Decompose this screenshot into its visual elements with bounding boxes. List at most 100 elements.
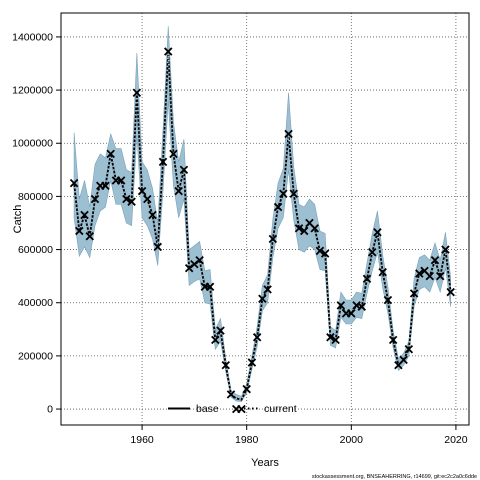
observed-point bbox=[273, 202, 283, 212]
observed-point-stroke bbox=[279, 189, 288, 198]
observed-point-stroke bbox=[174, 186, 183, 196]
observed-point-stroke bbox=[116, 176, 126, 185]
confidence-band-area bbox=[73, 26, 451, 402]
observed-point-stroke bbox=[80, 210, 89, 220]
observed-point-stroke bbox=[252, 333, 262, 342]
observed-point-stroke bbox=[137, 186, 147, 196]
observed-point-stroke bbox=[425, 271, 435, 281]
observed-point-stroke bbox=[284, 129, 293, 139]
observed-point-stroke bbox=[106, 149, 115, 159]
observed-point-stroke bbox=[169, 149, 178, 159]
observed-point-stroke bbox=[446, 287, 455, 297]
observed-point-stroke bbox=[216, 326, 225, 335]
observed-point-stroke bbox=[305, 218, 314, 228]
observed-point bbox=[409, 289, 419, 298]
observed-point bbox=[315, 246, 325, 256]
observed-point-stroke bbox=[399, 355, 408, 365]
observed-point bbox=[441, 245, 450, 254]
observed-point bbox=[294, 224, 304, 233]
observed-point-stroke bbox=[179, 165, 189, 175]
observed-point-stroke bbox=[420, 266, 429, 276]
x-tick-label: 2020 bbox=[444, 434, 468, 446]
x-axis-title: Years bbox=[251, 457, 279, 469]
observed-point-stroke bbox=[258, 294, 267, 303]
observed-point bbox=[284, 129, 293, 139]
observed-point bbox=[101, 181, 110, 191]
observed-point-stroke bbox=[404, 345, 414, 354]
y-tick-label: 200000 bbox=[18, 350, 53, 362]
observed-point bbox=[163, 47, 173, 56]
observed-point-stroke bbox=[263, 285, 272, 294]
observed-point-stroke bbox=[430, 255, 440, 265]
observed-point bbox=[211, 335, 220, 345]
x-tick-label: 2000 bbox=[340, 434, 364, 446]
observed-point-stroke bbox=[158, 157, 168, 167]
observed-point bbox=[122, 194, 131, 204]
observed-point bbox=[148, 210, 157, 220]
observed-point bbox=[331, 335, 340, 345]
observed-point-stroke bbox=[435, 271, 445, 281]
observed-point bbox=[347, 309, 356, 318]
observed-point bbox=[127, 197, 136, 206]
y-tick-label: 800000 bbox=[18, 191, 53, 203]
observed-point bbox=[435, 271, 445, 281]
observed-point bbox=[205, 282, 215, 292]
observed-point-stroke bbox=[69, 178, 79, 188]
observed-point-stroke bbox=[289, 189, 299, 198]
observed-point-stroke bbox=[75, 226, 84, 236]
observed-point bbox=[289, 189, 299, 198]
observed-point-stroke bbox=[310, 224, 319, 233]
observed-point bbox=[378, 267, 387, 277]
observed-point bbox=[169, 149, 178, 159]
axes: 1960 1980 2000 2020 0 200000 400000 600000 80000… bbox=[12, 31, 468, 446]
observed-point bbox=[90, 194, 100, 204]
observed-point bbox=[362, 274, 372, 284]
observed-point-stroke bbox=[221, 360, 231, 370]
observed-point bbox=[242, 384, 251, 394]
observed-point bbox=[258, 294, 267, 303]
observed-point bbox=[326, 333, 335, 342]
observed-point-stroke bbox=[85, 232, 95, 241]
observed-point bbox=[137, 186, 147, 196]
observed-point-stroke bbox=[441, 245, 450, 254]
footer-caption: stockassessment.org, BNSEAHERRING, r1469… bbox=[312, 474, 477, 480]
y-tick-label: 0 bbox=[47, 404, 53, 416]
observed-point bbox=[153, 242, 163, 252]
observed-point bbox=[446, 287, 455, 297]
observed-point-stroke bbox=[326, 333, 335, 342]
x-tick-label: 1960 bbox=[130, 434, 154, 446]
observed-point-stroke bbox=[247, 358, 257, 367]
observed-point-stroke bbox=[143, 194, 152, 204]
observed-point-stroke bbox=[315, 246, 325, 256]
observed-point bbox=[299, 226, 309, 236]
observed-point bbox=[247, 358, 257, 367]
observed-point-stroke bbox=[331, 335, 340, 345]
observed-point bbox=[116, 176, 126, 185]
observed-point bbox=[195, 255, 204, 265]
legend-base-label: base bbox=[196, 403, 219, 415]
observed-point bbox=[357, 302, 367, 311]
observed-point-stroke bbox=[367, 247, 377, 257]
observed-point-stroke bbox=[101, 181, 110, 191]
y-tick-label: 400000 bbox=[18, 297, 53, 309]
y-axis-title: Catch bbox=[12, 205, 24, 234]
observed-point-stroke bbox=[409, 289, 419, 298]
observed-point-stroke bbox=[383, 295, 393, 305]
observed-point-stroke bbox=[294, 224, 304, 233]
observed-point-stroke bbox=[127, 197, 136, 206]
observed-point bbox=[425, 271, 435, 281]
observed-point bbox=[373, 228, 382, 237]
observed-point bbox=[430, 255, 440, 265]
observed-point bbox=[388, 335, 398, 345]
observed-point-stroke bbox=[336, 301, 346, 310]
observed-point bbox=[85, 232, 95, 241]
observed-point bbox=[310, 224, 319, 233]
observed-point bbox=[415, 269, 424, 278]
confidence-band bbox=[73, 26, 451, 402]
y-tick-label: 600000 bbox=[18, 244, 53, 256]
observed-point-stroke bbox=[122, 194, 131, 204]
observed-point bbox=[80, 210, 89, 220]
observed-point bbox=[383, 295, 393, 305]
observed-point-stroke bbox=[347, 309, 356, 318]
